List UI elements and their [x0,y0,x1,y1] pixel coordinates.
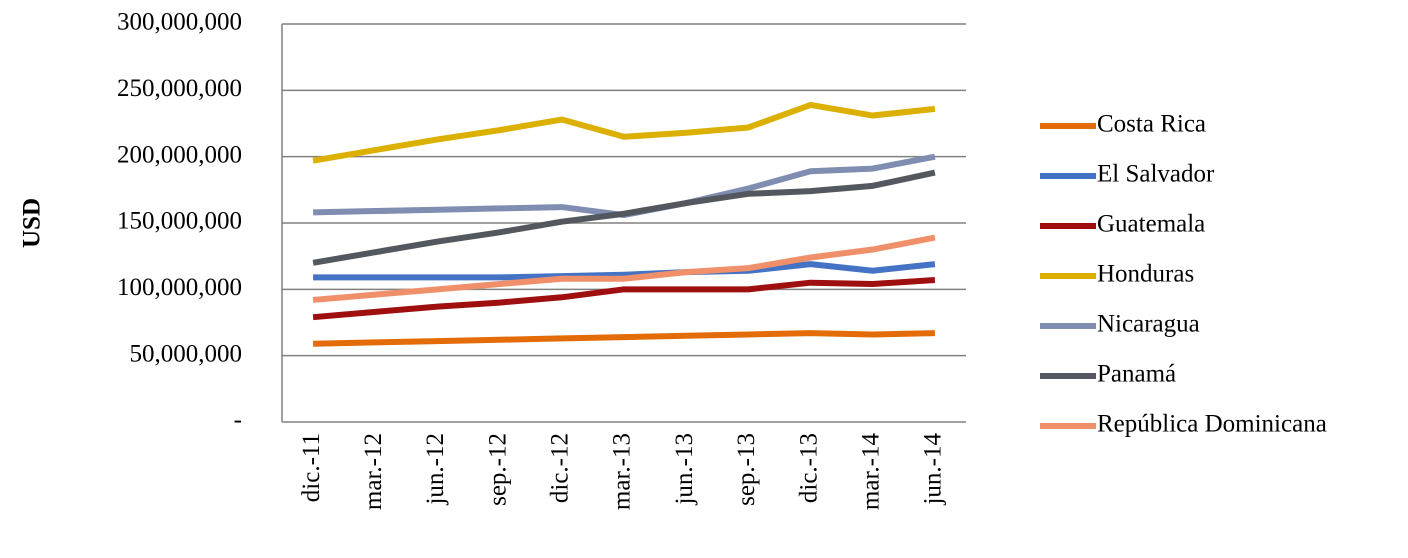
legend-label: República Dominicana [1097,411,1327,438]
x-tick-label: sep.-12 [484,433,511,506]
y-tick-label: 100,000,000 [117,274,242,301]
y-axis-label: USD [19,198,46,248]
legend-label: Costa Rica [1097,111,1206,138]
series-line [312,169,936,266]
legend-label: Nicaragua [1097,311,1200,338]
y-tick-label: 300,000,000 [117,9,242,36]
y-tick-label: 250,000,000 [117,75,242,102]
series-line [312,234,936,303]
y-tick-label: 50,000,000 [130,340,243,367]
x-tick-label: dic.-11 [298,433,325,502]
series-line [313,261,936,281]
legend-label: Guatemala [1097,211,1205,238]
x-tick-label: sep.-13 [733,433,760,506]
x-tick-label: mar.-13 [609,433,636,510]
legend-label: Panamá [1097,361,1176,388]
x-tick-label: dic.-12 [547,433,574,503]
x-tick-label: jun.-14 [920,433,947,506]
series-line [312,277,936,321]
legend-label: Honduras [1097,261,1194,288]
x-tick-label: jun.-12 [422,433,449,506]
series-line [313,330,935,347]
x-tick-label: dic.-13 [795,433,822,503]
y-tick-label: - [234,407,242,434]
x-tick-label: jun.-13 [671,433,698,506]
y-tick-label: 200,000,000 [117,141,242,168]
y-tick-label: 150,000,000 [117,208,242,235]
series-line [312,101,936,164]
x-tick-label: mar.-14 [857,433,884,511]
x-tick-label: mar.-12 [360,433,387,510]
legend-label: El Salvador [1097,161,1215,188]
